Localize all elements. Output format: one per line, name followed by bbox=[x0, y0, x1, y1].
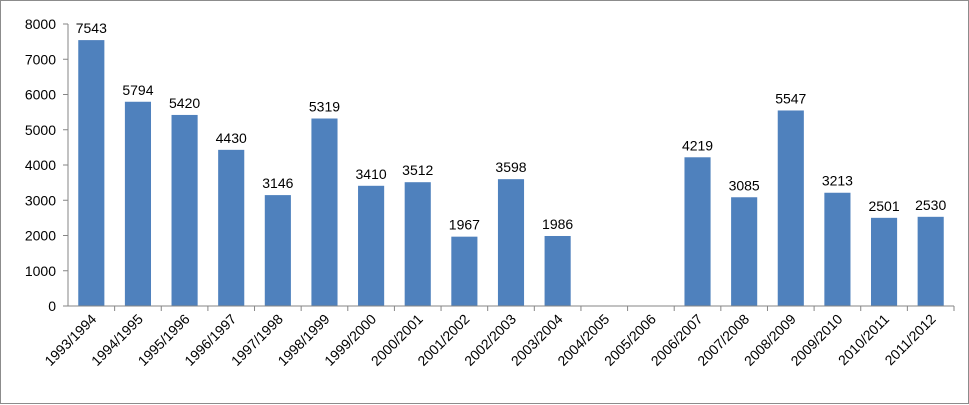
y-tick-label: 0 bbox=[48, 298, 56, 314]
data-label: 3146 bbox=[262, 175, 293, 191]
bar bbox=[917, 216, 944, 306]
bar bbox=[824, 192, 851, 306]
bar bbox=[124, 101, 152, 306]
bar bbox=[358, 185, 385, 306]
y-tick-label: 8000 bbox=[25, 16, 56, 32]
y-tick-label: 5000 bbox=[25, 122, 56, 138]
y-tick-label: 6000 bbox=[25, 87, 56, 103]
bar bbox=[171, 114, 198, 306]
data-label: 5319 bbox=[309, 99, 340, 115]
bar bbox=[870, 217, 898, 306]
data-label: 3213 bbox=[822, 173, 853, 189]
data-label: 3512 bbox=[402, 162, 433, 178]
bar bbox=[218, 149, 245, 306]
bar bbox=[264, 195, 291, 306]
bar bbox=[404, 182, 431, 306]
data-label: 1986 bbox=[542, 216, 573, 232]
bar bbox=[451, 236, 478, 306]
data-label: 1967 bbox=[449, 217, 480, 233]
bar bbox=[311, 118, 338, 306]
bar bbox=[78, 40, 105, 306]
bar bbox=[497, 179, 525, 306]
data-label: 7543 bbox=[76, 20, 107, 36]
data-label: 3410 bbox=[356, 166, 387, 182]
data-label: 3085 bbox=[729, 177, 760, 193]
y-tick-label: 1000 bbox=[25, 263, 56, 279]
data-label: 4430 bbox=[216, 130, 247, 146]
data-label: 4219 bbox=[682, 137, 713, 153]
data-label: 5420 bbox=[169, 95, 200, 111]
bar bbox=[777, 110, 804, 306]
y-axis: 0 1000 2000 3000 4000 5000 6000 7000 8000 bbox=[25, 16, 69, 314]
data-label: 2530 bbox=[915, 197, 946, 213]
bar bbox=[684, 157, 711, 306]
data-label: 3598 bbox=[495, 159, 526, 175]
x-axis: 1993/19941994/19951995/19961996/19971997… bbox=[41, 305, 955, 369]
bar bbox=[544, 235, 571, 306]
y-tick-label: 3000 bbox=[25, 192, 56, 208]
data-label: 5547 bbox=[775, 90, 806, 106]
data-labels: 7543 5794 5420 4430 3146 5319 3410 3512 1967 3598… bbox=[76, 20, 947, 233]
y-tick-label: 4000 bbox=[25, 157, 56, 173]
bars bbox=[78, 40, 944, 306]
data-label: 5794 bbox=[122, 82, 153, 98]
y-tick-label: 7000 bbox=[25, 51, 56, 67]
data-label: 2501 bbox=[868, 198, 899, 214]
y-tick-label: 2000 bbox=[25, 228, 56, 244]
bar bbox=[731, 197, 758, 306]
x-tick-label: 2011/2012 bbox=[881, 311, 939, 369]
